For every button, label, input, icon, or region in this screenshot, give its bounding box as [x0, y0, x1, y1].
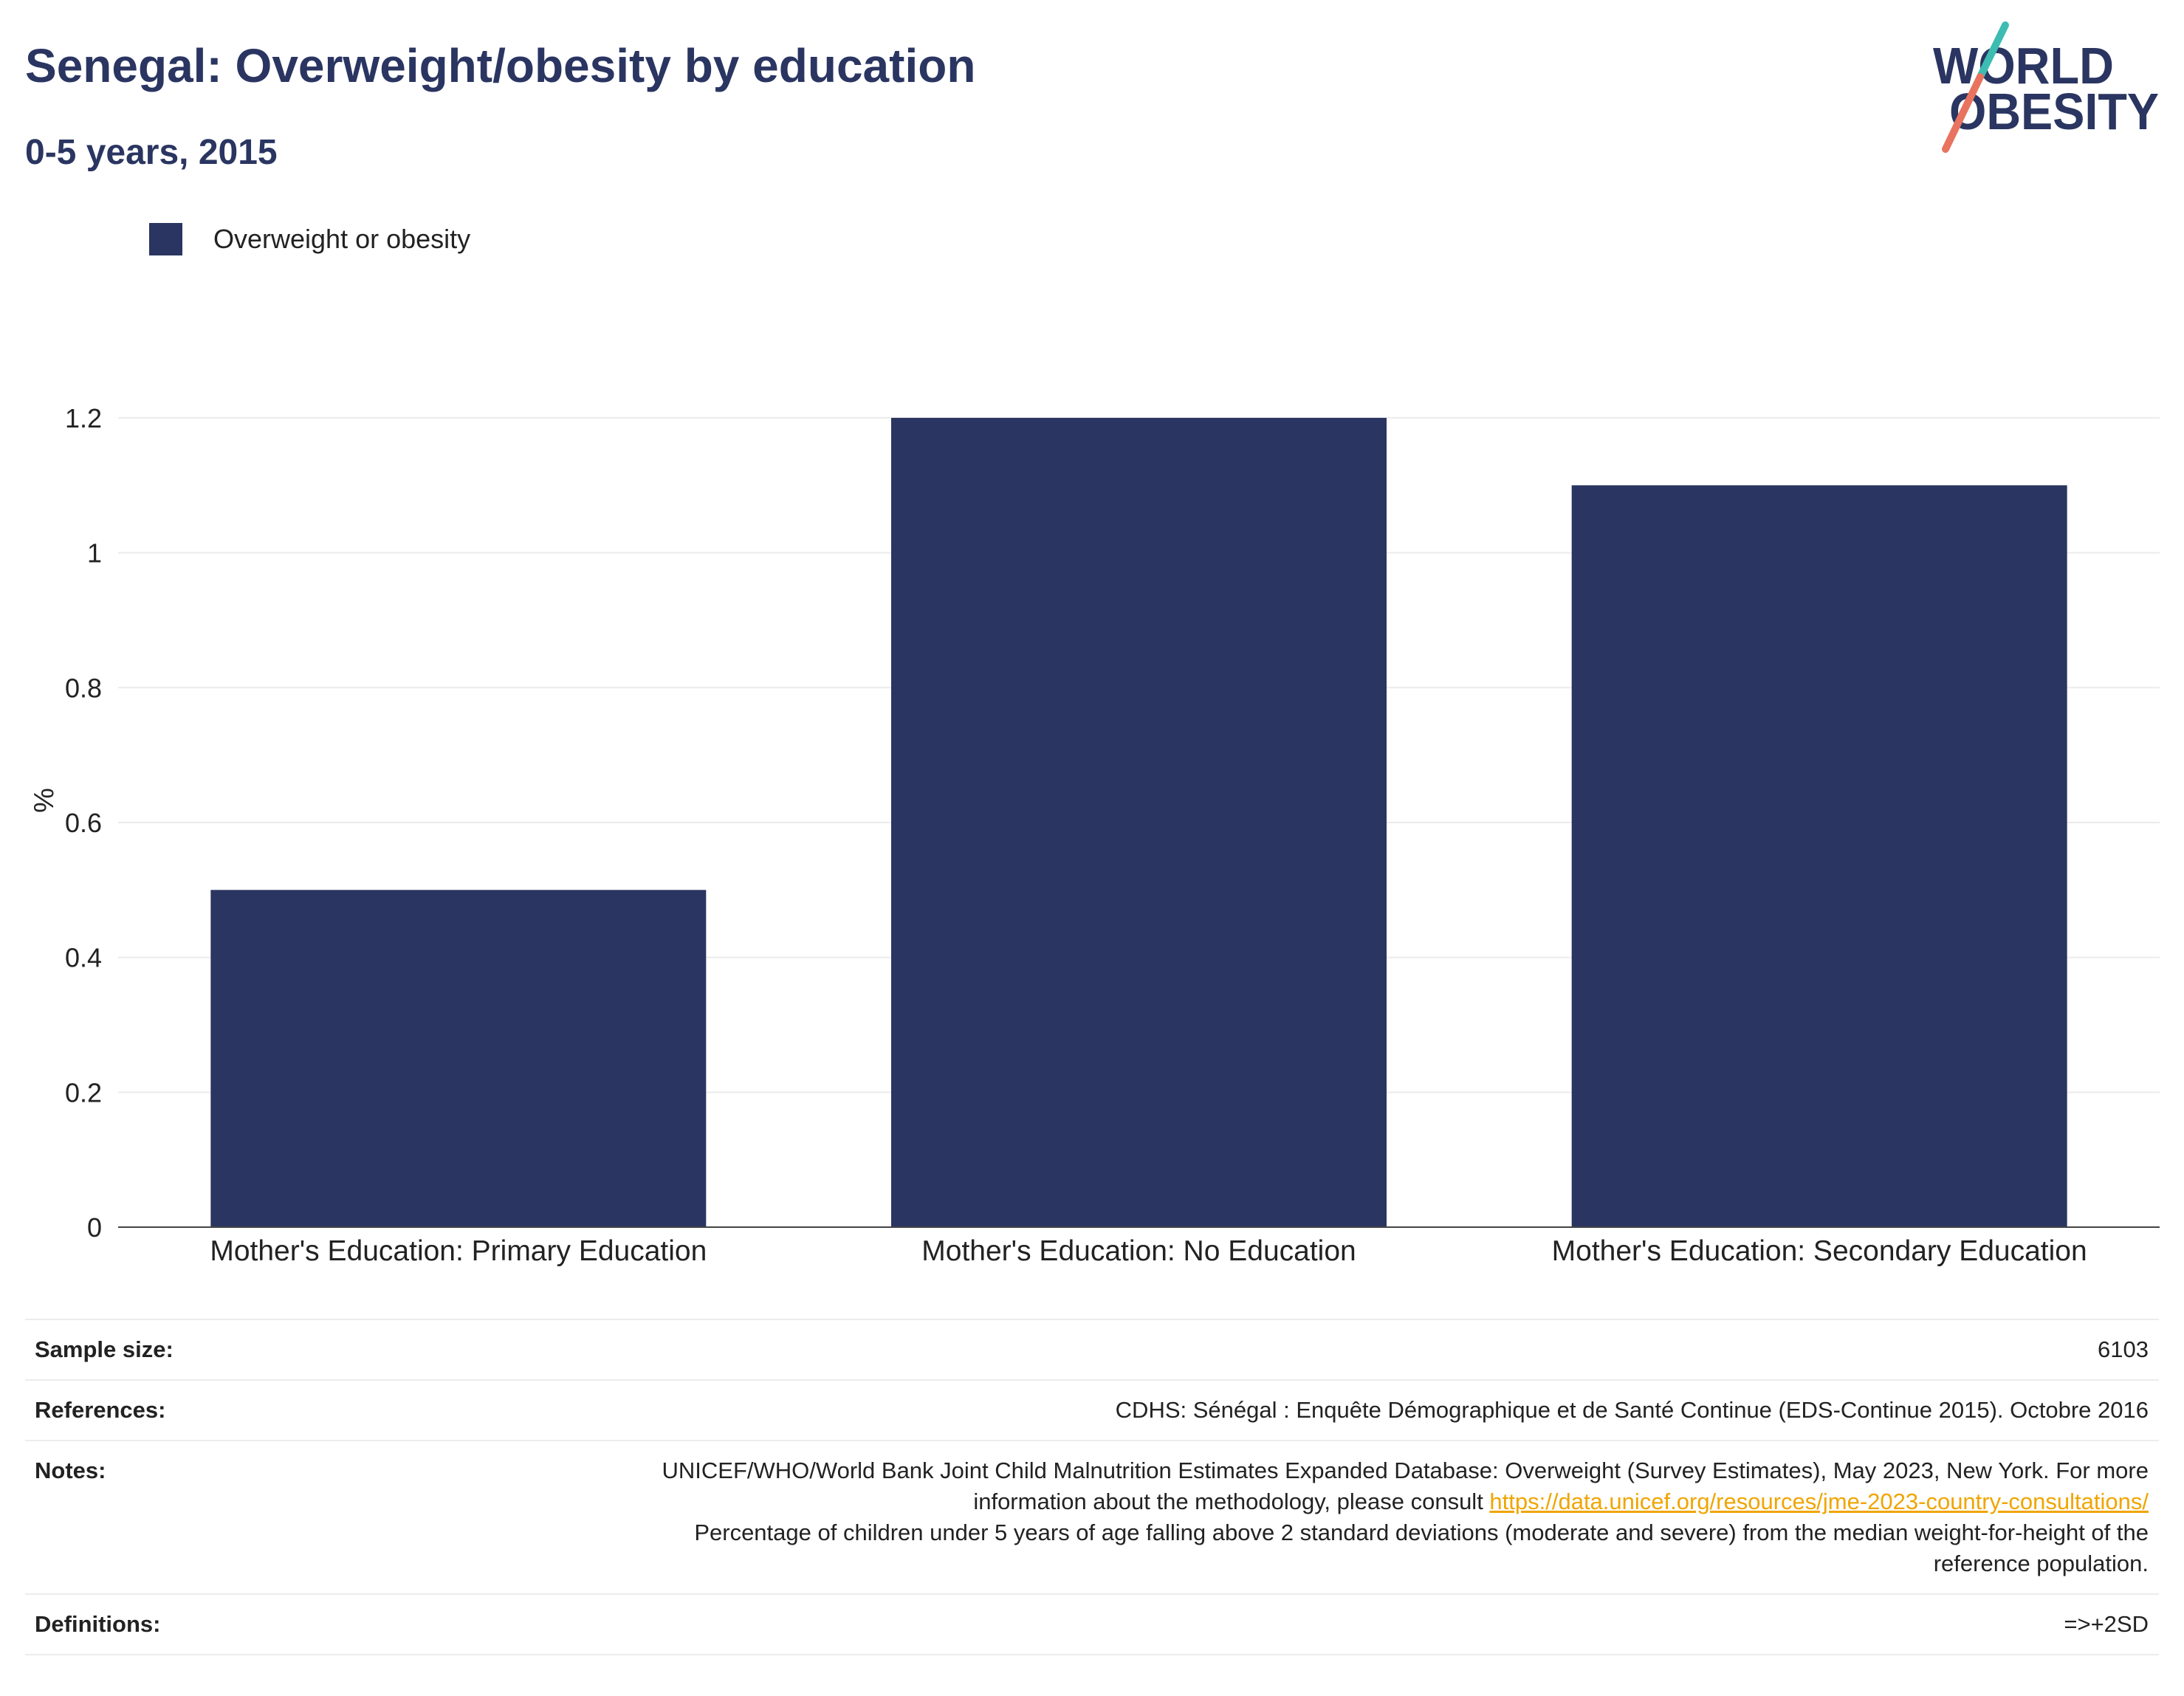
y-tick-label: 1 [87, 538, 102, 569]
info-table: Sample size: 6103 References: CDHS: Séné… [25, 1319, 2159, 1655]
notes-row: Notes: UNICEF/WHO/World Bank Joint Child… [25, 1441, 2159, 1595]
y-axis-label: % [29, 788, 60, 813]
sample-size-row: Sample size: 6103 [25, 1320, 2159, 1381]
notes-text: UNICEF/WHO/World Bank Joint Child Malnut… [662, 1458, 2149, 1514]
notes-label: Notes: [35, 1458, 106, 1483]
chart-title: Senegal: Overweight/obesity by education [25, 39, 976, 92]
notes-value: UNICEF/WHO/World Bank Joint Child Malnut… [605, 1455, 2149, 1579]
y-tick-label: 1.2 [65, 403, 102, 433]
x-tick-label: Mother's Education: No Education [921, 1235, 1356, 1267]
x-tick-label: Mother's Education: Primary Education [210, 1235, 707, 1267]
bar-secondary-education [1571, 485, 2067, 1227]
sample-size-value: 6103 [2098, 1336, 2149, 1362]
y-tick-label: 0.8 [65, 673, 102, 703]
bar-primary-education [210, 890, 707, 1227]
y-tick-label: 0.2 [65, 1077, 102, 1108]
definitions-row: Definitions: =>+2SD [25, 1595, 2159, 1655]
y-tick-label: 0.4 [65, 943, 102, 973]
bar-no-education [891, 417, 1387, 1227]
references-row: References: CDHS: Sénégal : Enquête Démo… [25, 1381, 2159, 1441]
logo-slash-teal [1977, 21, 2009, 80]
notes-definition-text: Percentage of children under 5 years of … [694, 1520, 2149, 1576]
x-axis: Mother's Education: Primary Education Mot… [210, 1235, 2087, 1267]
chart-legend: Overweight or obesity [149, 223, 470, 255]
x-tick-label: Mother's Education: Secondary Education [1552, 1235, 2087, 1267]
bars [210, 417, 2067, 1227]
logo-text-world: WORLD [1933, 37, 2114, 95]
y-tick-label: 0 [87, 1212, 102, 1243]
world-obesity-logo: WORLD OBESITY [1933, 21, 2159, 153]
bar-chart: 0 0.2 0.4 0.6 0.8 1 1.2% Mother's Education: Pr… [29, 403, 2160, 1267]
references-value: CDHS: Sénégal : Enquête Démographique et… [1115, 1397, 2149, 1423]
definitions-value: =>+2SD [2064, 1611, 2149, 1637]
legend-swatch [149, 223, 182, 255]
logo-slash-coral [1942, 73, 1984, 153]
methodology-link[interactable]: https://data.unicef.org/resources/jme-20… [1489, 1489, 2149, 1514]
references-label: References: [35, 1397, 166, 1423]
definitions-label: Definitions: [35, 1611, 161, 1637]
legend-label: Overweight or obesity [213, 224, 471, 254]
sample-size-label: Sample size: [35, 1336, 174, 1362]
y-tick-label: 0.6 [65, 808, 102, 838]
chart-subtitle: 0-5 years, 2015 [25, 133, 278, 172]
y-axis: 0 0.2 0.4 0.6 0.8 1 1.2 [65, 403, 102, 1243]
logo-text-obesity: OBESITY [1949, 83, 2159, 140]
